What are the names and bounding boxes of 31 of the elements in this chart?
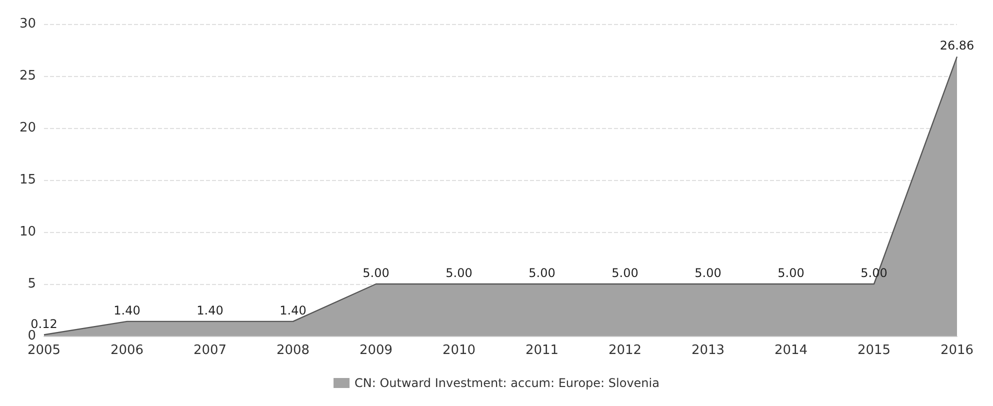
y-tick-label: 30: [19, 16, 36, 32]
x-tick-label: 2015: [857, 343, 891, 358]
x-tick-label: 2014: [774, 343, 808, 358]
y-tick-label: 5: [28, 276, 36, 292]
data-label: 1.40: [196, 303, 224, 318]
data-label: 1.40: [114, 303, 140, 318]
x-tick-label: 2010: [442, 343, 476, 358]
y-tick-label: 0: [28, 328, 36, 344]
data-label: 5.00: [612, 266, 638, 280]
data-label: 5.00: [362, 266, 390, 280]
y-tick-label: 15: [19, 172, 36, 188]
x-tick-label: 2006: [110, 343, 144, 358]
x-tick-label: 2012: [608, 343, 642, 358]
legend-label: CN: Outward Investment: accum: Europe: Slovenia: [354, 376, 660, 390]
data-label: 26.86: [940, 38, 974, 53]
data-label: 5.00: [528, 266, 556, 280]
data-label: 5.00: [694, 266, 722, 280]
x-tick-label: 2005: [27, 343, 61, 358]
x-tick-label: 2016: [940, 343, 974, 358]
data-label: 1.40: [280, 303, 306, 318]
data-label: 5.00: [778, 266, 804, 280]
x-tick-label: 2011: [525, 343, 559, 358]
y-tick-label: 20: [19, 120, 36, 136]
x-tick-label: 2008: [276, 343, 310, 358]
x-tick-label: 2007: [193, 343, 227, 358]
y-tick-label: 25: [19, 68, 36, 84]
y-tick-label: 10: [19, 224, 36, 240]
x-tick-label: 2013: [691, 343, 725, 358]
x-tick-label: 2009: [359, 343, 393, 358]
data-label: 5.00: [446, 266, 472, 280]
data-label: 0.12: [30, 316, 58, 331]
